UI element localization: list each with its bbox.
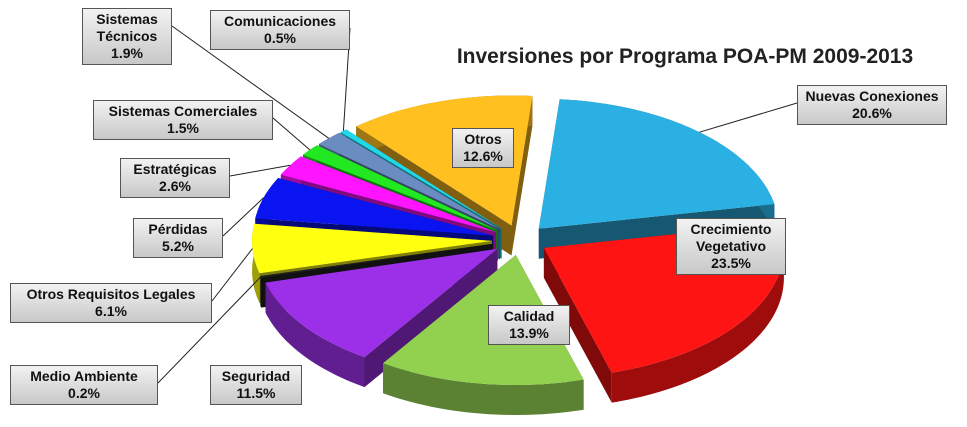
- slice-side: [383, 363, 584, 415]
- data-label: Otros 12.6%: [452, 128, 514, 168]
- label-value: 23.5%: [711, 255, 751, 271]
- label-value: 1.5%: [167, 120, 199, 136]
- slice: [383, 255, 584, 385]
- label-name: Pérdidas: [148, 221, 208, 237]
- label-name: Calidad: [503, 308, 555, 324]
- slice-side: [260, 276, 262, 308]
- slice: [319, 132, 500, 230]
- label-name: Estratégicas: [133, 161, 217, 177]
- leader-line: [229, 164, 291, 177]
- label-name: Seguridad: [221, 368, 291, 384]
- label-name: Crecimiento Vegetativo: [690, 221, 772, 254]
- label-value: 2.6%: [159, 178, 191, 194]
- slice: [280, 156, 496, 233]
- slice: [265, 248, 498, 358]
- label-value: 11.5%: [236, 385, 276, 401]
- label-name: Comunicaciones: [223, 13, 337, 29]
- data-label: Medio Ambiente 0.2%: [10, 365, 158, 405]
- data-label: Comunicaciones 0.5%: [210, 10, 350, 50]
- label-value: 20.6%: [852, 105, 892, 121]
- label-name: Medio Ambiente: [30, 368, 138, 384]
- leader-line: [157, 276, 262, 384]
- slice-side: [265, 282, 365, 388]
- data-label: Pérdidas 5.2%: [133, 218, 223, 258]
- leader-line: [222, 197, 264, 237]
- slice-wall: [543, 247, 612, 403]
- label-name: Nuevas Conexiones: [805, 88, 939, 104]
- slice: [303, 145, 498, 231]
- data-label: Seguridad 11.5%: [210, 365, 302, 405]
- label-name: Otros Requisitos Legales: [26, 286, 196, 302]
- label-name: Sistemas Técnicos: [96, 11, 158, 44]
- leader-line: [171, 25, 330, 139]
- label-name: Sistemas Comerciales: [108, 103, 258, 119]
- slice-wall: [511, 96, 533, 256]
- slice: [340, 129, 502, 229]
- data-label: Nuevas Conexiones 20.6%: [797, 85, 947, 125]
- label-value: 13.9%: [509, 325, 549, 341]
- label-value: 5.2%: [162, 238, 194, 254]
- label-value: 0.2%: [68, 385, 100, 401]
- label-name: Otros: [464, 131, 502, 147]
- leader-line: [211, 248, 253, 302]
- slice: [252, 223, 492, 274]
- data-label: Calidad 13.9%: [488, 305, 570, 345]
- data-label: Sistemas Comerciales 1.5%: [93, 100, 273, 140]
- data-label: Crecimiento Vegetativo 23.5%: [676, 218, 786, 275]
- label-value: 1.9%: [111, 45, 143, 61]
- data-label: Otros Requisitos Legales 6.1%: [10, 283, 212, 323]
- leader-line: [272, 117, 311, 151]
- data-label: Sistemas Técnicos 1.9%: [82, 8, 172, 65]
- slice: [538, 99, 775, 229]
- label-value: 12.6%: [463, 148, 503, 164]
- label-value: 6.1%: [95, 303, 127, 319]
- chart-title: Inversiones por Programa POA-PM 2009-201…: [456, 45, 914, 68]
- leader-line: [699, 102, 798, 133]
- slice: [255, 178, 494, 236]
- slice: [260, 243, 493, 278]
- slice-side: [611, 223, 784, 403]
- data-label: Estratégicas 2.6%: [120, 158, 230, 198]
- label-value: 0.5%: [264, 30, 296, 46]
